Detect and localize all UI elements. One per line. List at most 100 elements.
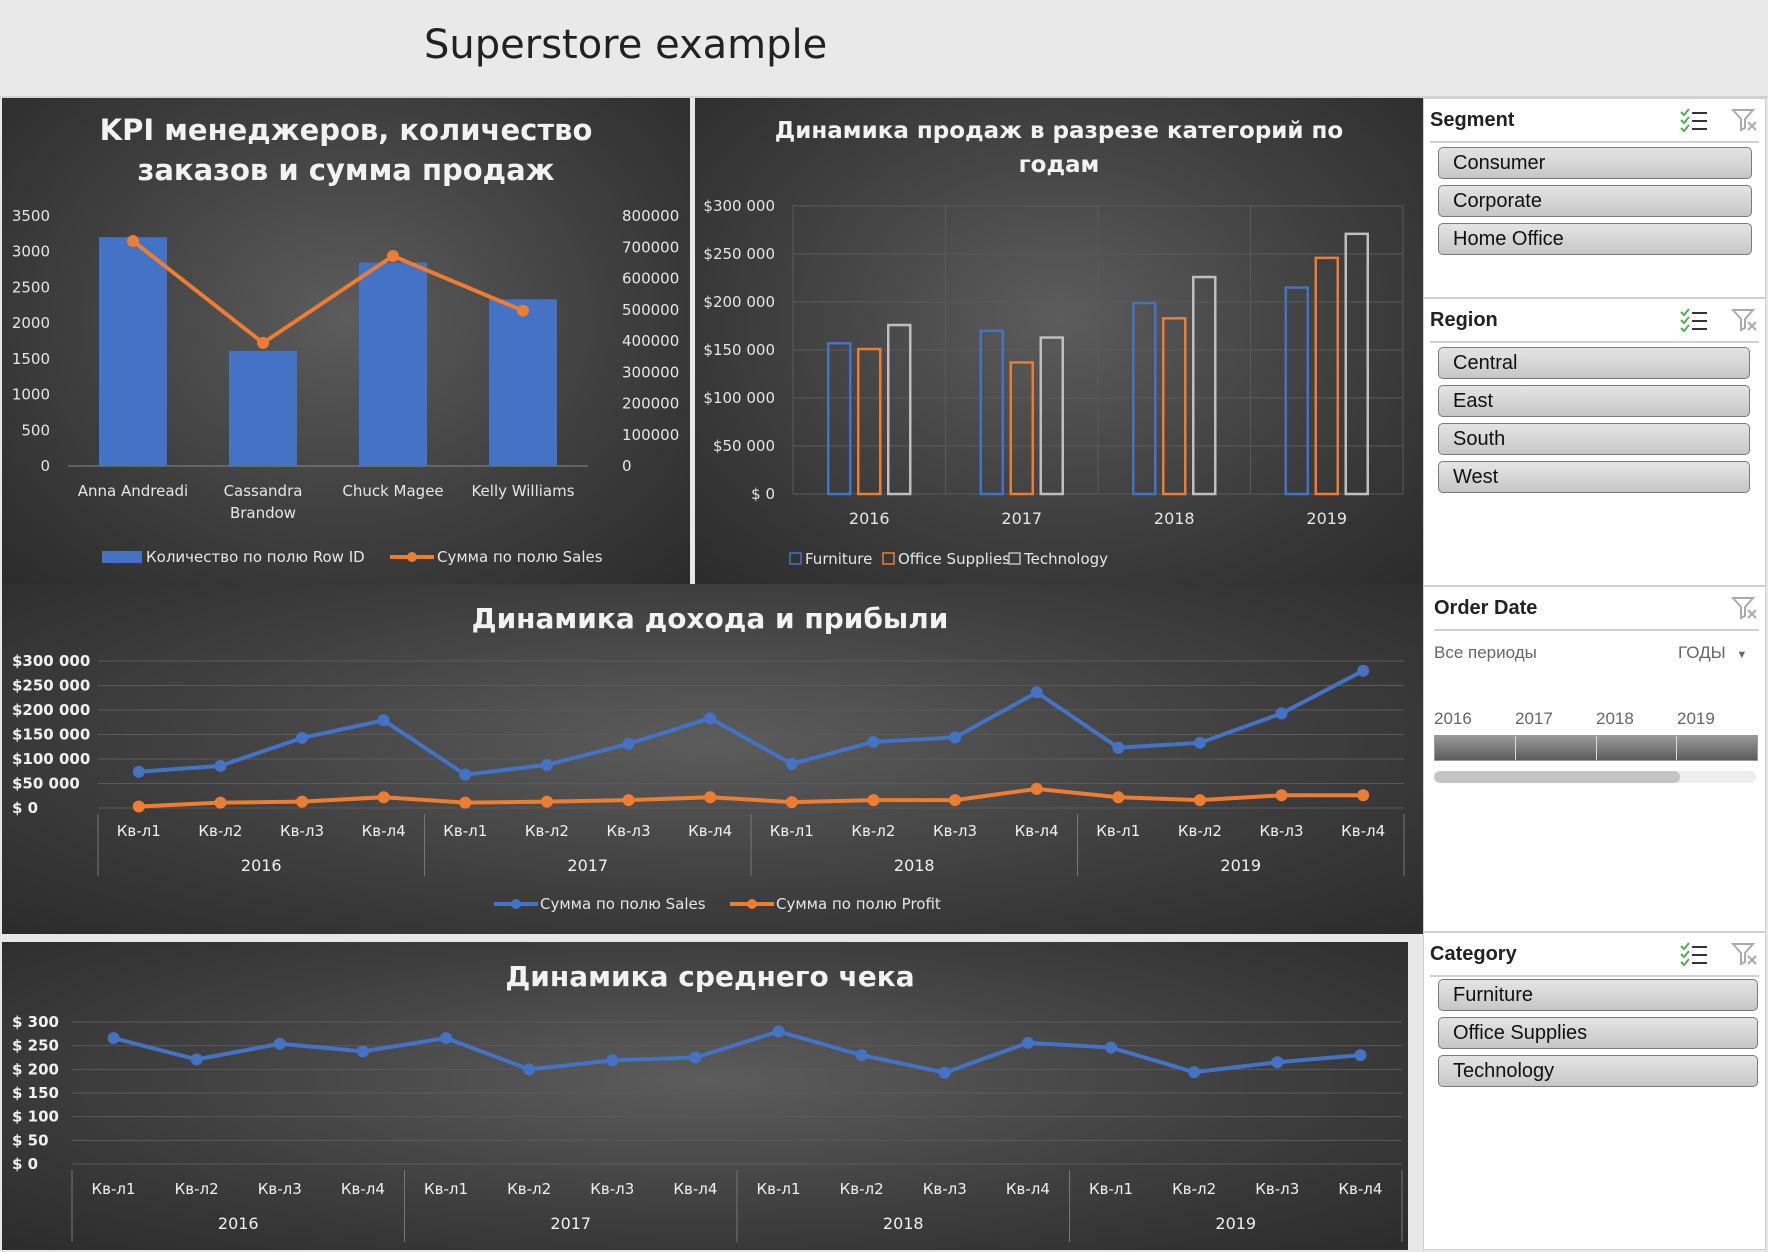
- y-tick-label: 1000: [12, 386, 50, 404]
- x-tick-label: Chuck Magee: [342, 482, 443, 500]
- bar: [827, 342, 852, 496]
- bar: [1344, 232, 1369, 496]
- data-point: [1030, 782, 1043, 795]
- x-group-label: 2016: [218, 1214, 259, 1233]
- legend-swatch: [789, 552, 802, 565]
- x-tick-label: Кв-л2: [1172, 1180, 1216, 1198]
- timeline-segment[interactable]: [1677, 736, 1757, 760]
- data-point: [1354, 1049, 1367, 1062]
- data-point: [1105, 1041, 1118, 1054]
- segment-item-consumer[interactable]: Consumer: [1438, 147, 1752, 179]
- clear-filter-icon[interactable]: [1730, 107, 1759, 133]
- multi-select-icon[interactable]: [1679, 941, 1709, 967]
- segment-item-corporate[interactable]: Corporate: [1438, 185, 1752, 217]
- x-tick-label: Brandow: [230, 504, 296, 522]
- scrollbar-thumb[interactable]: [1434, 771, 1680, 783]
- y-tick-label: $150 000: [12, 726, 90, 744]
- data-point: [1193, 736, 1206, 749]
- timeline-year: 2017: [1515, 709, 1553, 728]
- data-point: [689, 1051, 702, 1064]
- data-point: [377, 791, 390, 804]
- x-tick-label: Cassandra: [224, 482, 303, 500]
- timeline-segment[interactable]: [1596, 736, 1678, 760]
- category-item-furniture[interactable]: Furniture: [1438, 979, 1758, 1011]
- data-point: [1357, 789, 1370, 802]
- region-slicer: Region Central East South West: [1423, 298, 1766, 586]
- x-tick-label: Кв-л2: [525, 822, 569, 840]
- x-tick-label: Кв-л1: [770, 822, 814, 840]
- time-level-dropdown[interactable]: ГОДЫ ▼: [1678, 643, 1747, 663]
- region-item-east[interactable]: East: [1438, 385, 1750, 417]
- page-title: Superstore example: [424, 22, 828, 68]
- region-item-south[interactable]: South: [1438, 423, 1750, 455]
- x-tick-label: Кв-л3: [607, 822, 651, 840]
- segment-item-home-office[interactable]: Home Office: [1438, 223, 1752, 255]
- region-item-west[interactable]: West: [1438, 461, 1750, 493]
- category-chart: Динамика продаж в разрезе категорий по го…: [703, 118, 1404, 568]
- category-item-technology[interactable]: Technology: [1438, 1055, 1758, 1087]
- chart-title: Динамика среднего чека: [505, 960, 914, 993]
- region-item-central[interactable]: Central: [1438, 347, 1750, 379]
- multi-select-icon[interactable]: [1679, 307, 1709, 333]
- data-point: [127, 235, 139, 247]
- y-tick-label: $ 0: [751, 485, 775, 503]
- timeline-scrollbar[interactable]: [1434, 771, 1756, 783]
- data-point: [107, 1032, 120, 1045]
- y-tick-label: 1500: [12, 350, 50, 368]
- slicer-header: Region: [1430, 307, 1759, 343]
- timeline-segment[interactable]: [1435, 736, 1516, 760]
- chart-title: KPI менеджеров, количество: [100, 113, 593, 147]
- legend-label: Office Supplies: [898, 550, 1010, 568]
- legend-label: Сумма по полю Sales: [437, 548, 603, 566]
- legend-marker: [511, 899, 521, 909]
- data-point: [785, 796, 798, 809]
- timeline-bar[interactable]: [1434, 735, 1758, 761]
- x-tick-label: Кв-л3: [590, 1180, 634, 1198]
- y-tick-label: $ 250: [12, 1037, 59, 1055]
- slicer-title: Category: [1430, 943, 1517, 965]
- series-line: [138, 786, 1364, 809]
- avg-check-chart-panel[interactable]: Динамика среднего чека $ 0 $ 50 $ 100 $ 150 $…: [2, 942, 1408, 1250]
- x-group-label: 2018: [883, 1214, 924, 1233]
- timeline-year: 2016: [1434, 709, 1472, 728]
- category-item-office-supplies[interactable]: Office Supplies: [1438, 1017, 1758, 1049]
- data-point: [704, 712, 717, 725]
- bar: [979, 329, 1004, 496]
- legend-swatch: [1008, 552, 1021, 565]
- data-point: [296, 731, 309, 744]
- clear-filter-icon[interactable]: [1730, 307, 1759, 333]
- x-tick-label: Кв-л4: [341, 1180, 385, 1198]
- data-point: [1112, 741, 1125, 754]
- x-group-label: 2019: [1220, 856, 1261, 875]
- clear-filter-icon[interactable]: [1730, 595, 1759, 621]
- clear-filter-icon[interactable]: [1730, 941, 1759, 967]
- kpi-chart-panel[interactable]: KPI менеджеров, количество заказов и сумм…: [2, 98, 690, 584]
- kpi-chart: KPI менеджеров, количество заказов и сумм…: [12, 113, 679, 566]
- legend-label: Technology: [1023, 550, 1108, 568]
- revenue-chart-panel[interactable]: Динамика дохода и прибыли $ 0 $50 000 $100 …: [2, 584, 1423, 934]
- legend-swatch: [882, 552, 895, 565]
- x-tick-label: Anna Andreadi: [78, 482, 188, 500]
- data-point: [867, 735, 880, 748]
- revenue-chart: Динамика дохода и прибыли $ 0 $50 000 $100 …: [12, 602, 1405, 913]
- y-tick-label: $ 200: [12, 1060, 59, 1078]
- timeline-segment[interactable]: [1515, 736, 1597, 760]
- x-group-label: 2017: [567, 856, 608, 875]
- x-tick-label: Kelly Williams: [471, 482, 574, 500]
- slicer-title: Order Date: [1434, 597, 1538, 619]
- bar: [1009, 361, 1034, 496]
- data-point: [1357, 664, 1370, 677]
- data-point: [1271, 1056, 1284, 1069]
- slicer-title: Segment: [1430, 109, 1515, 131]
- data-point: [459, 768, 472, 781]
- data-point: [606, 1054, 619, 1067]
- legend-marker: [747, 899, 757, 909]
- data-point: [356, 1045, 369, 1058]
- y-tick-label: $ 150: [12, 1084, 59, 1102]
- multi-select-icon[interactable]: [1679, 107, 1709, 133]
- category-chart-panel[interactable]: Динамика продаж в разрезе категорий по го…: [695, 98, 1423, 584]
- data-point: [273, 1037, 286, 1050]
- x-tick-label: 2016: [849, 509, 890, 528]
- x-tick-label: Кв-л3: [933, 822, 977, 840]
- category-slicer: Category Furniture Office Supplies Techn…: [1423, 932, 1766, 1250]
